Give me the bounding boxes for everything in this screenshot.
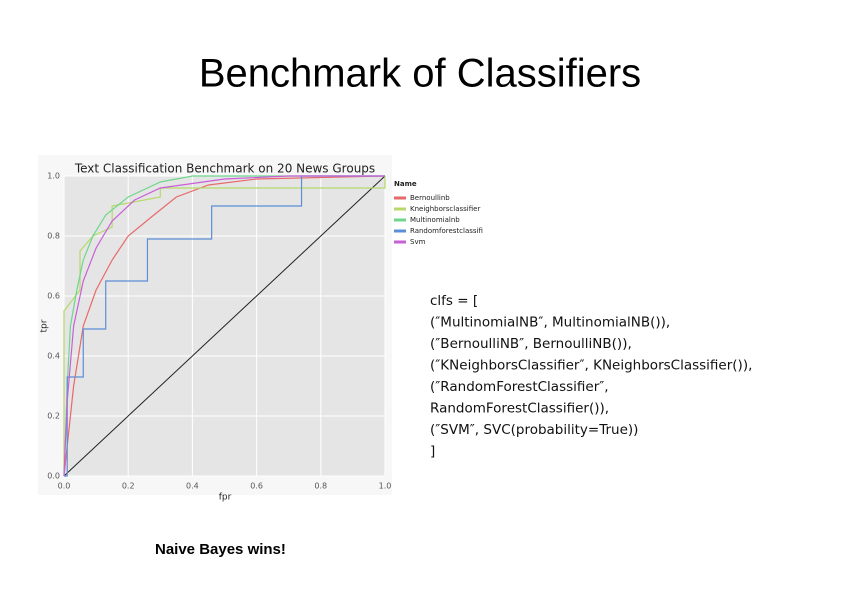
y-tick-label: 0.0 [47, 472, 60, 481]
y-tick-label: 0.4 [47, 352, 60, 361]
code-line: (″MultinomialNB″, MultinomialNB()), [430, 315, 670, 331]
legend-label: Svm [410, 238, 426, 246]
legend-label: Bernoullinb [410, 194, 450, 202]
x-axis-label: fpr [219, 493, 232, 503]
roc-line [63, 175, 385, 477]
x-tick-label: 0.6 [250, 482, 263, 491]
roc-line [63, 175, 385, 477]
code-line: clfs = [ [430, 293, 478, 309]
y-axis-label: tpr [40, 319, 50, 332]
caption: Naive Bayes wins! [155, 541, 286, 558]
legend-label: Kneighborsclassifier [410, 205, 480, 213]
x-tick-label: 0.8 [314, 482, 327, 491]
legend-label: Randomforestclassifi [410, 227, 483, 235]
x-tick-label: 0.2 [122, 482, 135, 491]
code-line: (″BernoulliNB″, BernoulliNB()), [430, 336, 632, 352]
roc-line [63, 175, 386, 477]
code-line: (″KNeighborsClassifier″, KNeighborsClass… [430, 358, 752, 374]
y-tick-label: 0.2 [47, 412, 60, 421]
y-tick-label: 1.0 [47, 172, 60, 181]
roc-line [63, 176, 386, 476]
x-tick-label: 0.0 [58, 482, 71, 491]
chart-title: Text Classification Benchmark on 20 News… [74, 162, 375, 176]
slide-title: Benchmark of Classifiers [199, 52, 641, 96]
legend-title: Name [394, 180, 417, 188]
legend-label: Multinomialnb [410, 216, 460, 224]
code-line: ] [430, 444, 435, 460]
roc-line [64, 175, 385, 477]
y-tick-label: 0.6 [47, 292, 60, 301]
code-line: (″RandomForestClassifier″, [430, 379, 609, 395]
x-tick-label: 0.4 [186, 482, 199, 491]
code-line: (″SVM″, SVC(probability=True)) [430, 422, 638, 438]
diagonal-reference [63, 175, 386, 477]
code-line: RandomForestClassifier()), [430, 401, 609, 417]
y-tick-label: 0.8 [47, 232, 60, 241]
x-tick-label: 1.0 [379, 482, 392, 491]
